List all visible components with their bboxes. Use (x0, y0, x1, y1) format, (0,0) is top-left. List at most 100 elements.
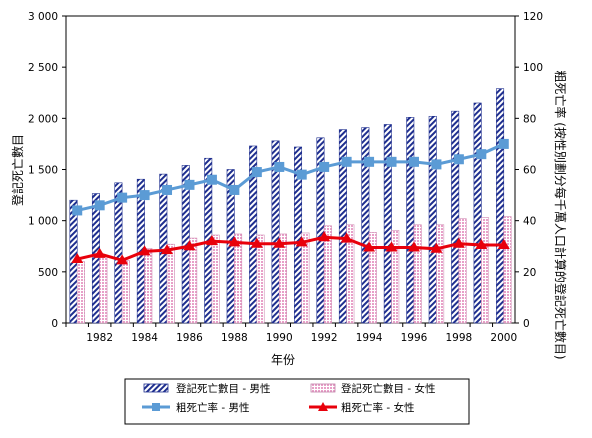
point-male-rate-1992 (319, 161, 330, 172)
point-female-rate-1996 (407, 241, 420, 252)
bar-male-1999 (473, 102, 482, 324)
y-right-tick-label: 60 (523, 165, 536, 177)
point-female-rate-2000 (497, 238, 510, 249)
bar-female-1985 (166, 243, 175, 324)
point-male-rate-2000 (498, 138, 509, 149)
y-left-tick-label: 500 (38, 267, 58, 279)
point-male-rate-1993 (341, 156, 352, 167)
point-female-rate-1984 (138, 245, 151, 256)
point-male-rate-1991 (296, 169, 307, 180)
bar-male-1983 (114, 182, 123, 324)
bar-female-1999 (481, 217, 490, 324)
bar-female-1994 (368, 232, 377, 324)
bar-male-1998 (451, 110, 460, 324)
point-female-rate-1981 (71, 253, 84, 264)
point-female-rate-1983 (116, 254, 129, 265)
bar-female-1997 (436, 224, 445, 324)
y-left-tick-label: 2 500 (28, 62, 58, 74)
point-female-rate-1992 (318, 231, 331, 242)
point-female-rate-1998 (452, 237, 465, 248)
point-male-rate-1983 (117, 192, 128, 203)
point-male-rate-1982 (94, 200, 105, 211)
x-tick-label: 1998 (446, 332, 473, 344)
point-male-rate-1995 (386, 156, 397, 167)
x-tick-label: 1996 (401, 332, 428, 344)
bar-female-1981 (76, 261, 85, 324)
point-female-rate-1997 (430, 242, 443, 253)
point-male-rate-1999 (476, 149, 487, 160)
legend-marker-female-line (318, 402, 328, 411)
point-female-rate-1988 (228, 236, 241, 247)
y-right-tick-label: 120 (523, 11, 543, 23)
bar-female-1992 (323, 225, 332, 324)
bar-female-1987 (211, 234, 220, 324)
point-male-rate-1988 (229, 184, 240, 195)
y-left-tick-label: 1 500 (28, 165, 58, 177)
x-tick-label: 1986 (176, 332, 203, 344)
legend-box (124, 378, 470, 425)
bar-female-1982 (99, 256, 108, 324)
x-axis-title: 年份 (271, 353, 295, 367)
legend-marker-male-line (152, 403, 160, 411)
point-male-rate-1989 (251, 167, 262, 178)
point-male-rate-1987 (206, 174, 217, 185)
point-female-rate-1987 (205, 235, 218, 246)
point-female-rate-1986 (183, 240, 196, 251)
bar-male-1996 (406, 117, 415, 324)
y-left-tick-label: 3 000 (28, 11, 58, 23)
point-male-rate-1996 (408, 156, 419, 167)
legend-label-female-bar: 登記死亡數目 - 女性 (341, 382, 435, 395)
legend: 登記死亡數目 - 男性 登記死亡數目 - 女性 粗死亡率 - 男性 粗死亡率 -… (124, 378, 470, 425)
line-female-rate (76, 235, 504, 262)
y-right-tick-label: 80 (523, 113, 536, 125)
bar-female-1988 (234, 233, 243, 324)
bar-female-1995 (391, 230, 400, 324)
bar-male-1990 (271, 140, 280, 324)
point-male-rate-1984 (139, 190, 150, 201)
point-female-rate-1994 (363, 241, 376, 252)
bar-male-1989 (249, 145, 258, 324)
x-tick-label: 2000 (490, 332, 517, 344)
x-tick-label: 1984 (131, 332, 158, 344)
point-female-rate-1990 (273, 237, 286, 248)
bar-male-1997 (428, 115, 437, 324)
point-female-rate-1995 (385, 241, 398, 252)
bar-female-1993 (346, 224, 355, 324)
axes-layer: 0 500 1 000 1 500 2 000 2 500 3 000 0 20 40 60 80 10… (28, 11, 543, 344)
point-male-rate-1998 (453, 154, 464, 165)
y-right-tick-label: 20 (523, 267, 536, 279)
y-right-tick-label: 40 (523, 216, 536, 228)
point-male-rate-1985 (162, 184, 173, 195)
bar-female-1990 (278, 233, 287, 324)
y-right-tick-label: 0 (523, 318, 530, 330)
y-axis-left-title: 登記死亡數目 (10, 134, 25, 206)
point-female-rate-1993 (340, 232, 353, 243)
legend-label-male-bar: 登記死亡數目 - 男性 (176, 382, 270, 395)
y-left-tick-label: 0 (51, 318, 58, 330)
bar-female-1996 (413, 224, 422, 324)
point-male-rate-1994 (364, 156, 375, 167)
point-female-rate-1985 (161, 244, 174, 255)
legend-label-male-line: 粗死亡率 - 男性 (176, 401, 249, 414)
bar-female-1984 (144, 247, 153, 324)
bar-female-1991 (301, 232, 310, 324)
bar-male-1995 (383, 124, 392, 324)
point-female-rate-1982 (93, 247, 106, 258)
bar-male-2000 (496, 88, 505, 324)
point-female-rate-1999 (475, 238, 488, 249)
point-female-rate-1989 (250, 237, 263, 248)
bar-female-2000 (503, 216, 512, 324)
point-male-rate-1981 (72, 205, 83, 216)
bar-male-1982 (91, 193, 100, 324)
x-tick-label: 1982 (86, 332, 113, 344)
lines-layer (71, 138, 510, 265)
point-female-rate-1991 (295, 236, 308, 247)
bar-female-1989 (256, 234, 265, 324)
bar-female-1998 (458, 218, 467, 324)
point-male-rate-1997 (431, 159, 442, 170)
bar-female-1986 (189, 237, 198, 324)
bar-female-1983 (121, 260, 130, 324)
legend-swatch-male-bar (143, 383, 169, 393)
point-male-rate-1990 (274, 161, 285, 172)
